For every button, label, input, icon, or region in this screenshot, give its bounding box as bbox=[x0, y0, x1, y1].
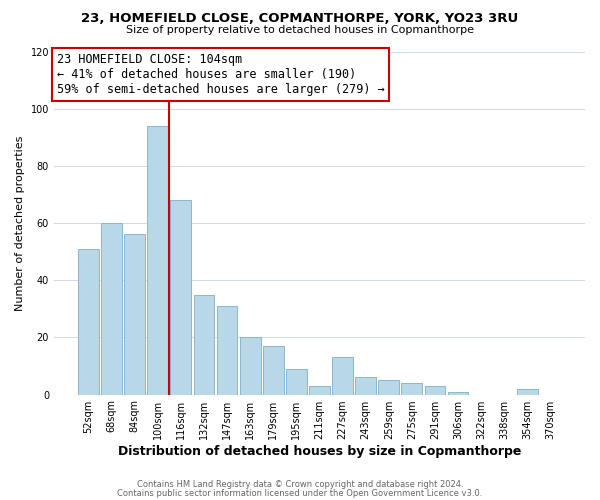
Text: Contains HM Land Registry data © Crown copyright and database right 2024.: Contains HM Land Registry data © Crown c… bbox=[137, 480, 463, 489]
Bar bbox=[448, 392, 469, 394]
Bar bbox=[379, 380, 399, 394]
Y-axis label: Number of detached properties: Number of detached properties bbox=[15, 136, 25, 310]
Text: 23 HOMEFIELD CLOSE: 104sqm
← 41% of detached houses are smaller (190)
59% of sem: 23 HOMEFIELD CLOSE: 104sqm ← 41% of deta… bbox=[56, 53, 385, 96]
Bar bbox=[240, 338, 260, 394]
Text: Size of property relative to detached houses in Copmanthorpe: Size of property relative to detached ho… bbox=[126, 25, 474, 35]
Bar bbox=[101, 223, 122, 394]
Bar bbox=[194, 294, 214, 394]
Bar bbox=[517, 389, 538, 394]
Bar bbox=[286, 369, 307, 394]
Bar bbox=[309, 386, 330, 394]
X-axis label: Distribution of detached houses by size in Copmanthorpe: Distribution of detached houses by size … bbox=[118, 444, 521, 458]
Bar bbox=[217, 306, 238, 394]
Bar bbox=[170, 200, 191, 394]
Bar bbox=[425, 386, 445, 394]
Bar bbox=[263, 346, 284, 395]
Bar bbox=[332, 358, 353, 395]
Text: Contains public sector information licensed under the Open Government Licence v3: Contains public sector information licen… bbox=[118, 488, 482, 498]
Bar bbox=[124, 234, 145, 394]
Bar bbox=[355, 378, 376, 394]
Bar bbox=[401, 383, 422, 394]
Text: 23, HOMEFIELD CLOSE, COPMANTHORPE, YORK, YO23 3RU: 23, HOMEFIELD CLOSE, COPMANTHORPE, YORK,… bbox=[82, 12, 518, 26]
Bar bbox=[78, 249, 99, 394]
Bar bbox=[148, 126, 168, 394]
